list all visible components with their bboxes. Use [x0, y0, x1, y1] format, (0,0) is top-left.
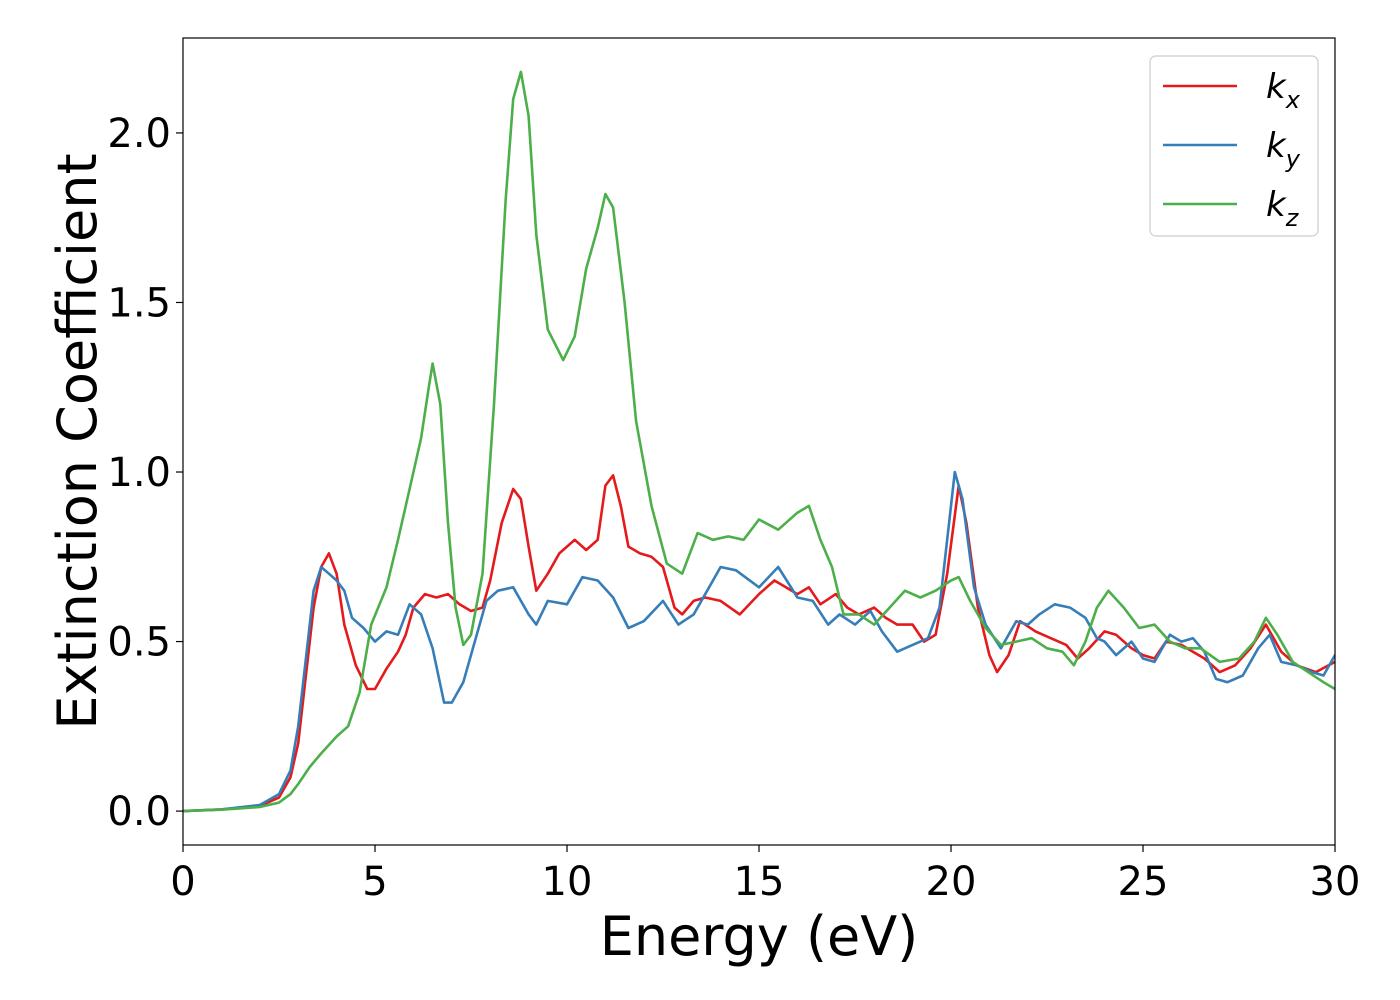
- y-axis-title: Extinction Coefficient: [46, 153, 109, 729]
- y-tick-label: 0.0: [107, 789, 171, 835]
- y-tick-label: 1.5: [107, 280, 171, 326]
- x-tick-label: 0: [170, 859, 195, 905]
- legend-label-subscript: y: [1285, 145, 1301, 173]
- x-tick-label: 15: [734, 859, 785, 905]
- legend-label-kz: kz: [1266, 185, 1300, 232]
- x-axis: 0 5 10 15 20 25 30: [170, 845, 1360, 905]
- x-tick-label: 25: [1118, 859, 1169, 905]
- x-axis-title: Energy (eV): [600, 905, 919, 968]
- y-tick-label: 2.0: [107, 111, 171, 157]
- series-line-ky: [183, 470, 1335, 813]
- legend-label-ky: ky: [1266, 126, 1301, 173]
- legend-label-subscript: x: [1285, 86, 1301, 114]
- y-axis: 0.0 0.5 1.0 1.5 2.0: [107, 111, 183, 835]
- series-line-kz: [183, 70, 1335, 813]
- x-tick-label: 20: [926, 859, 977, 905]
- x-tick-label: 30: [1310, 859, 1361, 905]
- x-tick-label: 5: [362, 859, 387, 905]
- series-line-kx: [183, 474, 1335, 813]
- legend-label-subscript: z: [1285, 204, 1300, 232]
- legend-label-symbol: k: [1266, 67, 1287, 107]
- y-tick-label: 0.5: [107, 620, 171, 666]
- legend-label-symbol: k: [1266, 126, 1287, 166]
- legend-label-symbol: k: [1266, 185, 1287, 225]
- series-layer: [183, 70, 1335, 813]
- x-tick-label: 10: [542, 859, 593, 905]
- legend-label-kx: kx: [1266, 67, 1301, 114]
- y-tick-label: 1.0: [107, 450, 171, 496]
